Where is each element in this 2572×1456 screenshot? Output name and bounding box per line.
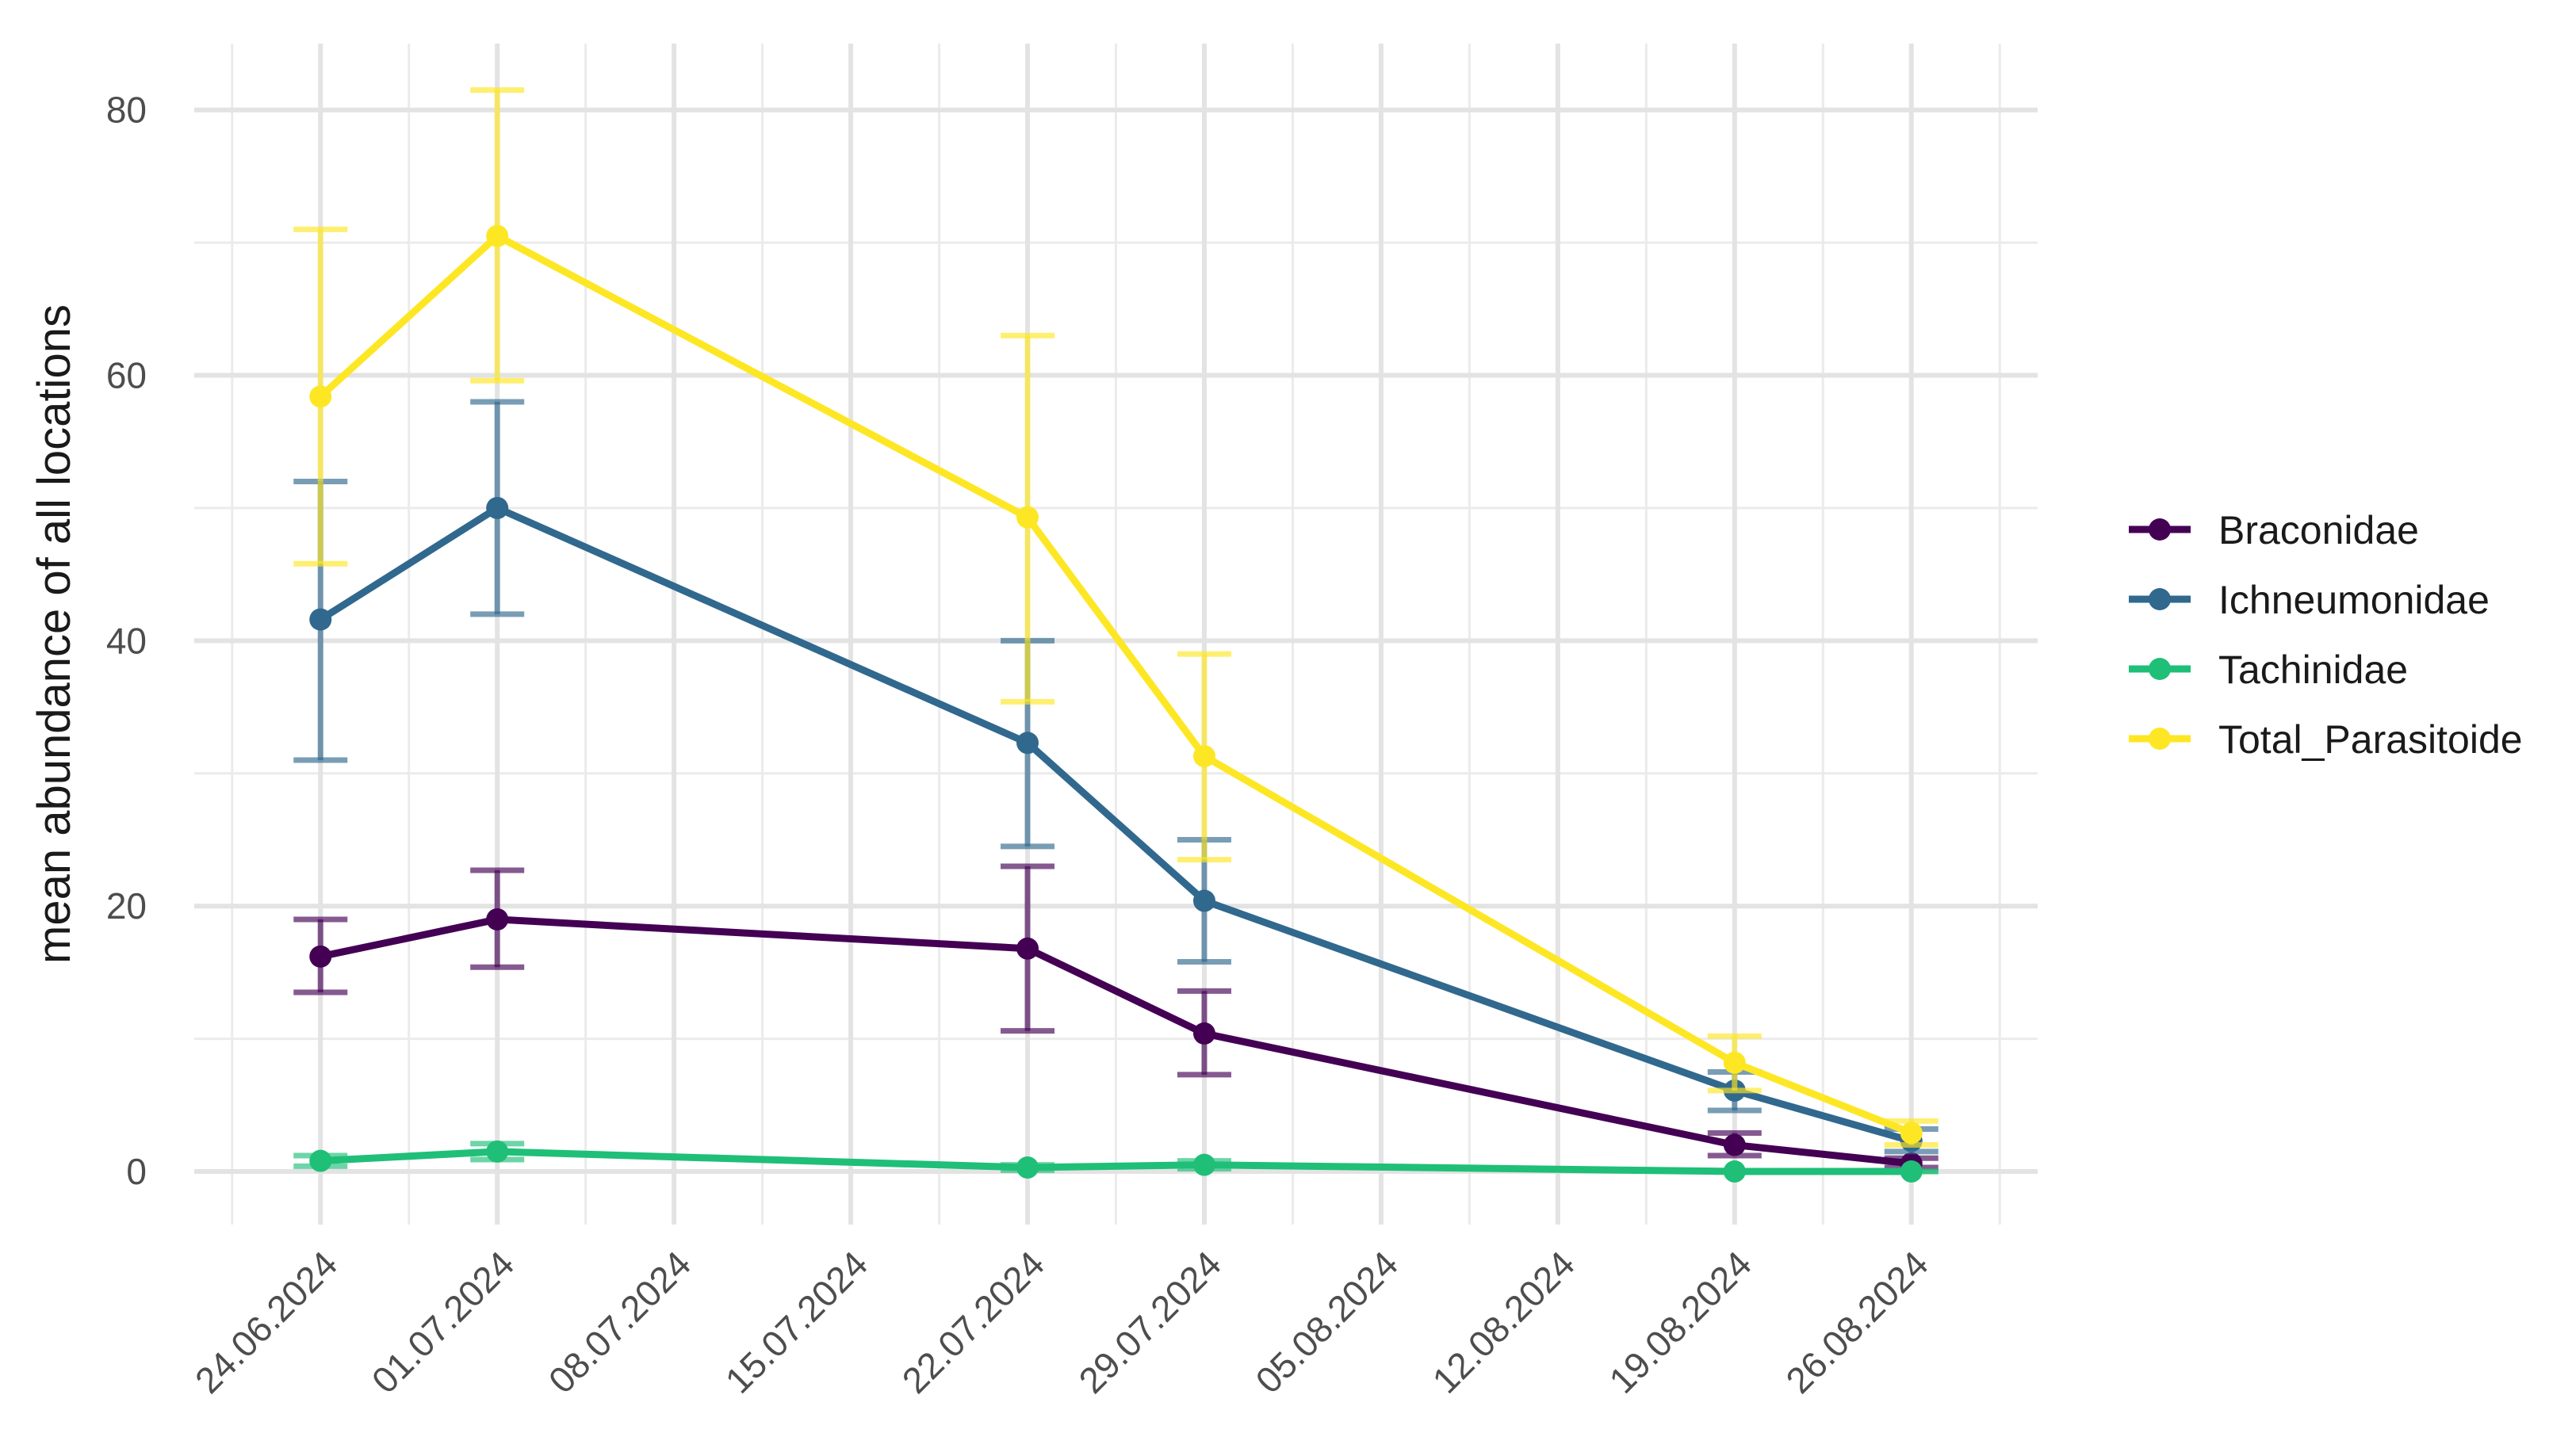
y-tick-label: 60 xyxy=(106,355,147,396)
series-total_parasitoide xyxy=(293,87,1939,1148)
x-tick-label: 19.08.2024 xyxy=(1601,1243,1759,1401)
legend-key-point xyxy=(2149,658,2171,680)
data-point xyxy=(486,1140,509,1163)
legend-label: Braconidae xyxy=(2218,508,2419,552)
data-point xyxy=(486,496,509,519)
data-point xyxy=(309,945,332,968)
series-line xyxy=(316,915,1916,1167)
legend-item: Total_Parasitoide xyxy=(2129,717,2523,762)
series-line xyxy=(316,1148,1916,1175)
legend-label: Ichneumonidae xyxy=(2218,578,2490,622)
legend-label: Total_Parasitoide xyxy=(2218,717,2523,762)
y-axis-title: mean abundance of all locations xyxy=(29,304,80,964)
series-layer xyxy=(293,87,1939,1183)
y-tick-label: 20 xyxy=(106,885,147,927)
data-point xyxy=(309,608,332,631)
data-point xyxy=(1723,1133,1746,1156)
data-point xyxy=(1192,745,1215,768)
y-tick-label: 0 xyxy=(126,1151,147,1192)
y-tick-label: 40 xyxy=(106,620,147,661)
data-point xyxy=(1900,1160,1923,1183)
x-tick-label: 08.07.2024 xyxy=(541,1243,699,1401)
x-tick-label: 24.06.2024 xyxy=(187,1243,346,1401)
series-line xyxy=(316,232,1916,1137)
series-line xyxy=(316,504,1916,1145)
legend-item: Tachinidae xyxy=(2129,648,2408,692)
data-point xyxy=(1016,506,1039,529)
x-tick-label: 01.07.2024 xyxy=(364,1243,522,1401)
series-tachinidae xyxy=(293,1140,1939,1183)
data-point xyxy=(1192,1022,1215,1045)
x-tick-label: 05.08.2024 xyxy=(1247,1243,1406,1401)
x-tick-label: 26.08.2024 xyxy=(1778,1243,1936,1401)
data-point xyxy=(1016,1156,1039,1179)
data-point xyxy=(486,908,509,931)
y-axis: 0 20 40 60 80 xyxy=(106,90,147,1192)
data-point xyxy=(1192,889,1215,912)
legend-key-point xyxy=(2149,518,2171,541)
x-tick-label: 22.07.2024 xyxy=(894,1243,1053,1401)
legend-item: Ichneumonidae xyxy=(2129,578,2490,622)
data-point xyxy=(309,385,332,408)
x-tick-label: 12.08.2024 xyxy=(1424,1243,1583,1401)
legend-key-point xyxy=(2149,588,2171,610)
data-point xyxy=(1016,732,1039,755)
data-point xyxy=(1900,1122,1923,1145)
legend: Braconidae Ichneumonidae Tachinidae Total_P… xyxy=(2129,508,2523,762)
legend-item: Braconidae xyxy=(2129,508,2419,552)
data-point xyxy=(1016,937,1039,960)
data-point xyxy=(309,1149,332,1172)
data-point xyxy=(486,224,509,247)
y-tick-label: 80 xyxy=(106,90,147,131)
x-axis: 24.06.2024 01.07.2024 08.07.2024 15.07.2024… xyxy=(187,1243,1936,1401)
series-braconidae xyxy=(293,863,1939,1175)
data-point xyxy=(1723,1160,1746,1183)
data-point xyxy=(1723,1051,1746,1074)
legend-label: Tachinidae xyxy=(2218,648,2408,692)
legend-key-point xyxy=(2149,728,2171,750)
x-tick-label: 15.07.2024 xyxy=(718,1243,876,1401)
x-tick-label: 29.07.2024 xyxy=(1070,1243,1229,1401)
data-point xyxy=(1192,1153,1215,1176)
